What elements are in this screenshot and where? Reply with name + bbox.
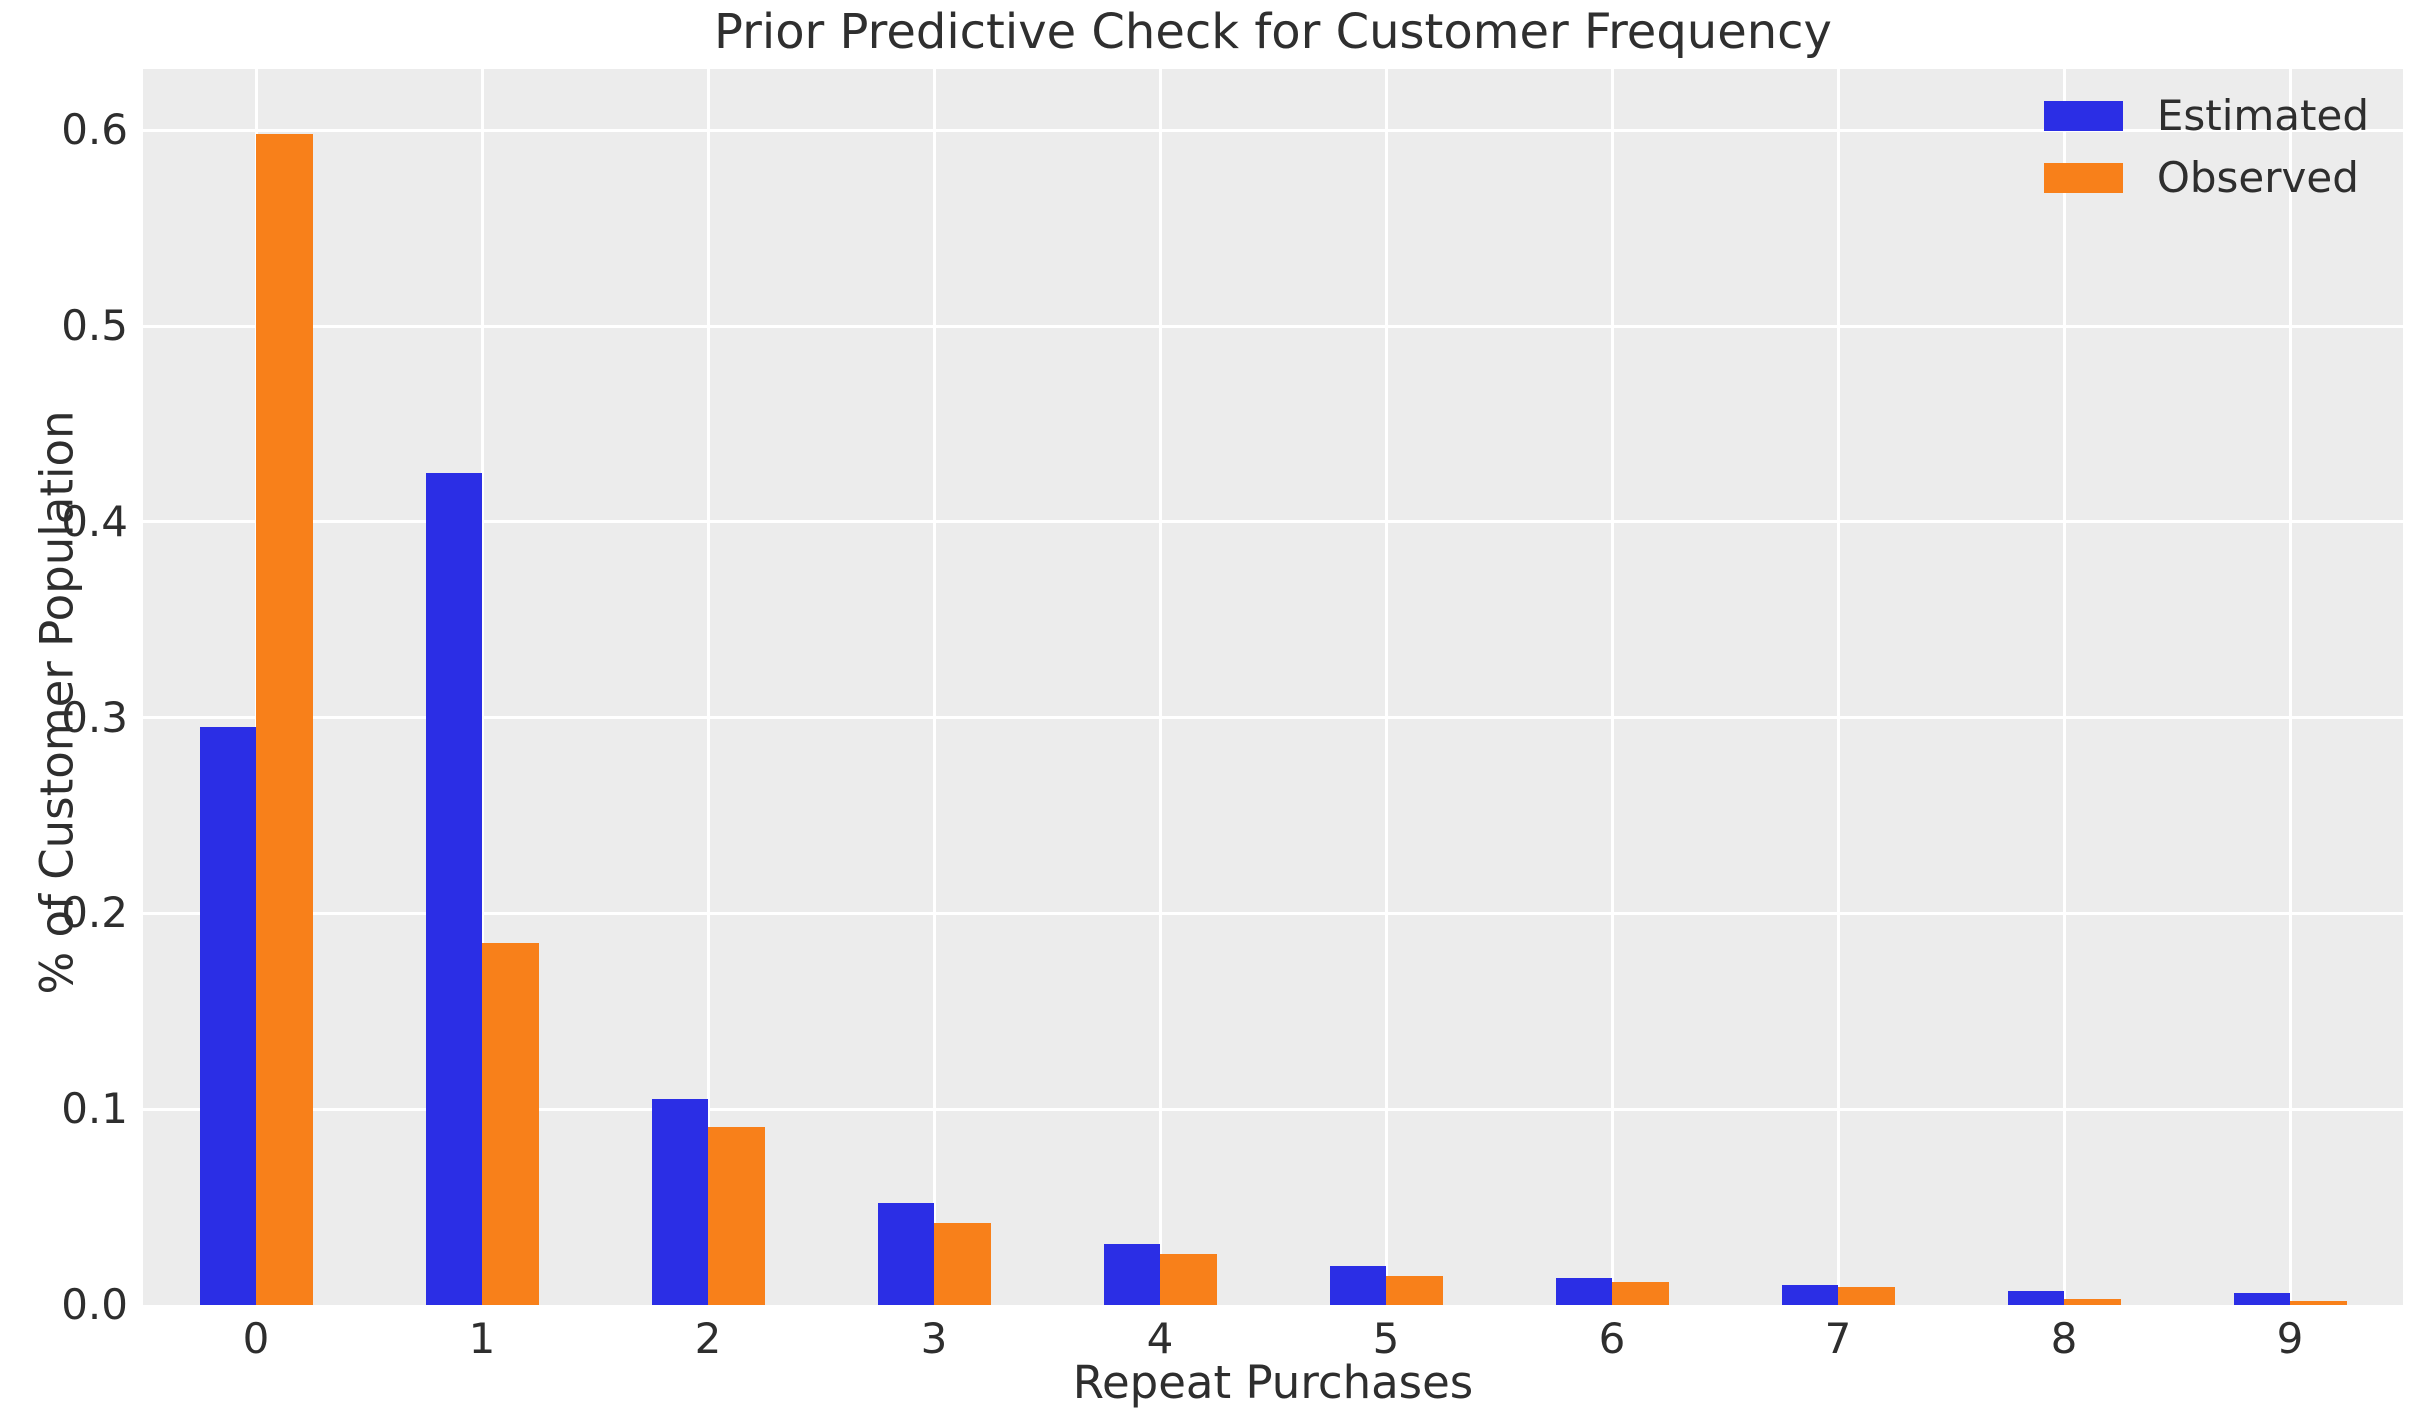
bar-observed-3: [934, 1222, 991, 1305]
bar-estimated-9: [2233, 1293, 2290, 1305]
x-tick-2: 2: [694, 1314, 722, 1363]
y-tick-0.1: 0.1: [61, 1084, 128, 1134]
bar-observed-6: [1612, 1281, 1669, 1305]
v-gridline-3: [932, 69, 936, 1305]
bar-observed-4: [1160, 1254, 1217, 1305]
h-gridline-0.5: [143, 324, 2403, 328]
y-tick-0.4: 0.4: [61, 496, 128, 546]
h-gridline-0.2: [143, 911, 2403, 915]
bar-estimated-3: [877, 1203, 934, 1305]
v-gridline-1: [480, 69, 484, 1305]
v-gridline-6: [1610, 69, 1614, 1305]
h-gridline-0.4: [143, 520, 2403, 524]
bar-estimated-4: [1103, 1244, 1160, 1305]
bar-estimated-8: [2007, 1291, 2064, 1305]
bar-observed-9: [2290, 1301, 2347, 1305]
y-tick-0.3: 0.3: [61, 692, 128, 742]
bar-observed-8: [2064, 1299, 2121, 1305]
h-gridline-0.1: [143, 1107, 2403, 1111]
v-gridline-4: [1158, 69, 1162, 1305]
x-tick-6: 6: [1598, 1314, 1626, 1363]
legend-item-estimated: Estimated: [2043, 91, 2369, 140]
x-tick-5: 5: [1372, 1314, 1400, 1363]
plot-area: Estimated Observed: [143, 69, 2403, 1305]
bar-observed-2: [708, 1126, 765, 1305]
v-gridline-2: [706, 69, 710, 1305]
x-tick-1: 1: [468, 1314, 496, 1363]
bar-estimated-2: [651, 1099, 708, 1305]
bar-estimated-0: [199, 727, 256, 1305]
bar-estimated-7: [1781, 1285, 1838, 1305]
x-tick-7: 7: [1824, 1314, 1852, 1363]
x-tick-9: 9: [2276, 1314, 2304, 1363]
x-tick-3: 3: [920, 1314, 948, 1363]
bar-observed-5: [1386, 1275, 1443, 1305]
legend-swatch-estimated: [2043, 101, 2123, 131]
legend-item-observed: Observed: [2043, 153, 2369, 202]
y-tick-0.6: 0.6: [61, 105, 128, 155]
y-tick-0.5: 0.5: [61, 301, 128, 351]
v-gridline-7: [1836, 69, 1840, 1305]
x-tick-0: 0: [242, 1314, 270, 1363]
x-axis-label: Repeat Purchases: [1072, 1356, 1474, 1409]
y-tick-0.0: 0.0: [61, 1280, 128, 1329]
bar-estimated-6: [1555, 1277, 1612, 1305]
legend-swatch-observed: [2043, 163, 2123, 193]
legend-label-observed: Observed: [2156, 153, 2359, 202]
x-tick-4: 4: [1146, 1314, 1174, 1363]
legend: Estimated Observed: [2043, 91, 2369, 202]
chart-title: Prior Predictive Check for Customer Freq…: [714, 4, 1832, 60]
bar-estimated-1: [425, 472, 482, 1305]
bar-observed-1: [482, 942, 539, 1305]
bar-observed-7: [1838, 1287, 1895, 1305]
v-gridline-9: [2288, 69, 2292, 1305]
h-gridline-0.6: [143, 128, 2403, 132]
v-gridline-5: [1384, 69, 1388, 1305]
legend-label-estimated: Estimated: [2156, 91, 2369, 140]
h-gridline-0.3: [143, 716, 2403, 720]
y-tick-0.2: 0.2: [61, 888, 128, 938]
v-gridline-8: [2062, 69, 2066, 1305]
x-tick-8: 8: [2050, 1314, 2078, 1363]
bar-estimated-5: [1329, 1265, 1386, 1305]
bar-observed-0: [256, 134, 313, 1305]
